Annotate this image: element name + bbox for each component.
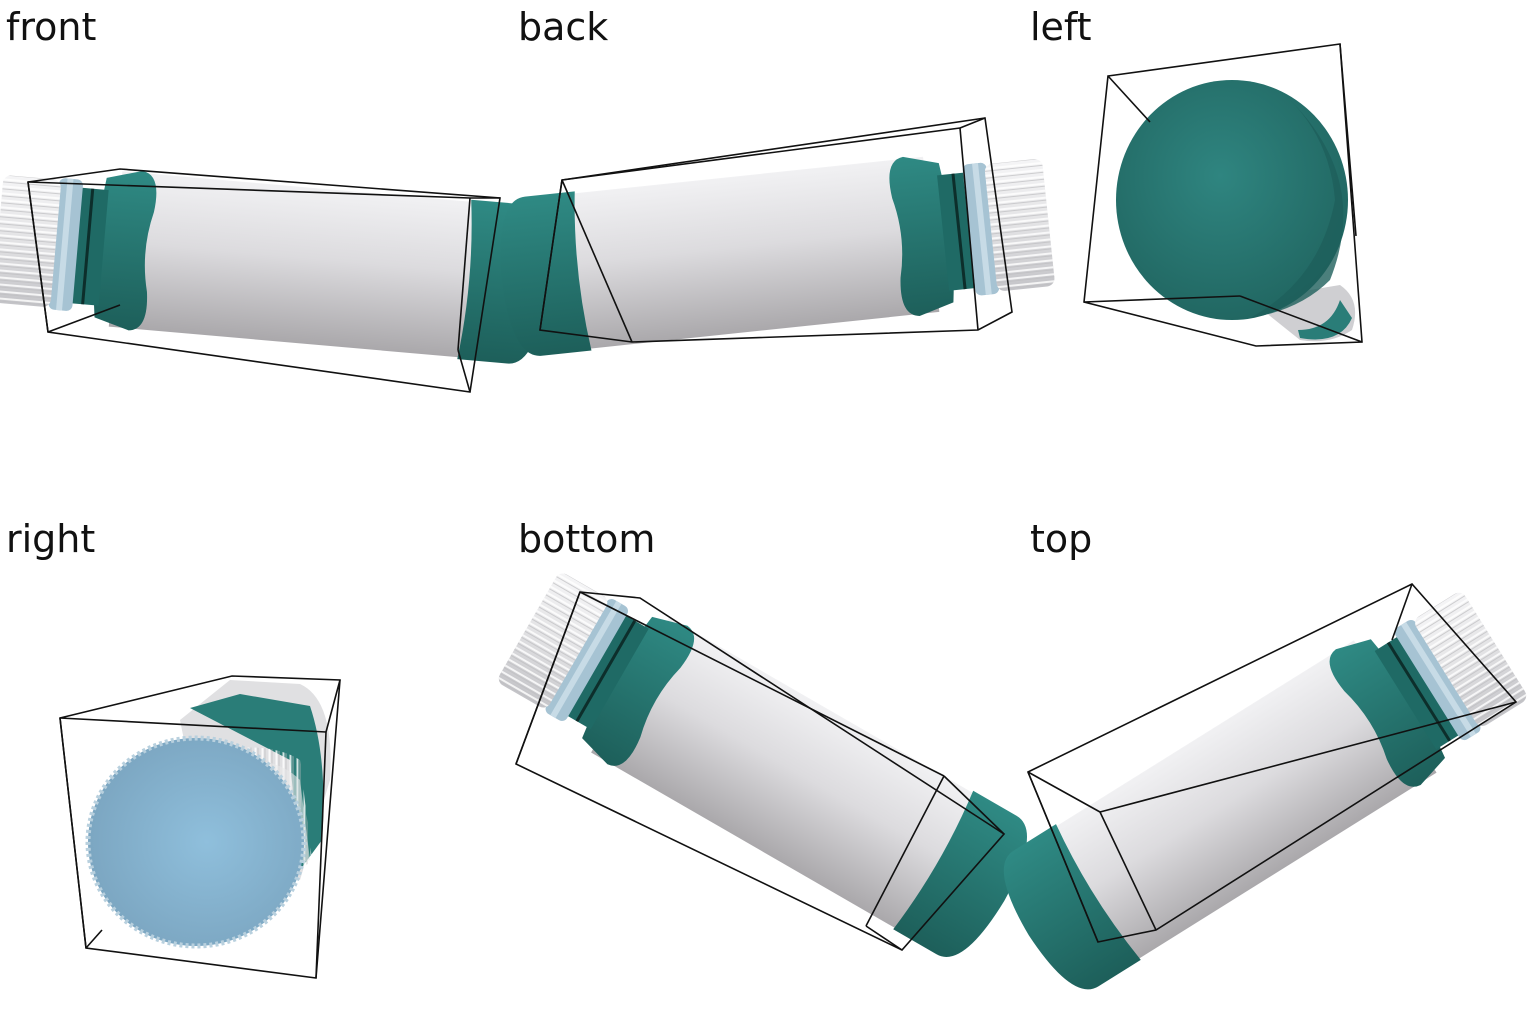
view-label-front: front: [6, 5, 97, 49]
view-label-right: right: [6, 517, 96, 561]
view-right: [59, 675, 341, 979]
view-front: [0, 157, 555, 393]
view-left: [1083, 43, 1363, 347]
view-label-top: top: [1030, 517, 1093, 561]
view-label-bottom: bottom: [518, 517, 656, 561]
view-top: [984, 574, 1536, 1005]
view-back: [491, 117, 1059, 361]
view-label-left: left: [1030, 5, 1092, 49]
view-bottom: [486, 555, 1046, 972]
view-label-back: back: [518, 5, 609, 49]
